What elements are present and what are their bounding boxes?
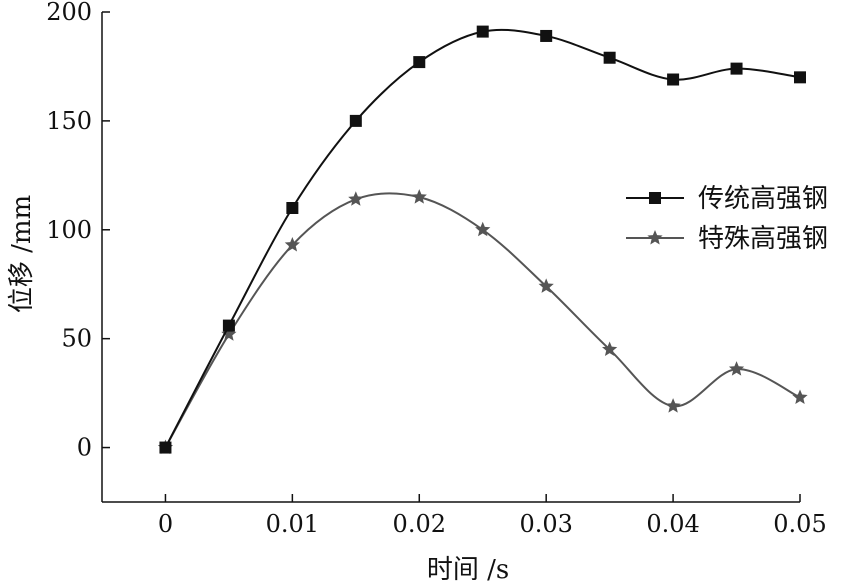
data-point: [159, 441, 172, 454]
x-tick-label: 0.03: [519, 510, 572, 538]
x-axis-label: 时间 /s: [427, 555, 509, 585]
series-0: [159, 25, 806, 454]
data-point: [411, 189, 427, 204]
data-point: [603, 51, 616, 64]
data-point: [349, 114, 362, 127]
y-tick-label: 100: [46, 216, 92, 244]
data-point: [222, 319, 235, 332]
data-point: [413, 56, 426, 69]
legend-label: 特殊高强钢: [698, 224, 828, 254]
data-point: [792, 389, 808, 404]
y-tick-label: 200: [46, 0, 92, 26]
x-tick-label: 0.05: [773, 510, 826, 538]
legend-item: 传统高强钢: [626, 184, 828, 214]
data-point: [728, 361, 745, 376]
data-point: [286, 202, 299, 214]
data-point: [476, 25, 489, 38]
axes: 0 50 100 150 200 0 0.01 0.02 0.03 0.04 0.05: [46, 0, 827, 538]
data-point: [602, 341, 618, 357]
y-tick-label: 50: [61, 325, 92, 353]
data-point: [730, 62, 743, 75]
x-tick-label: 0.04: [646, 510, 699, 538]
data-point: [538, 278, 554, 293]
data-point: [667, 73, 680, 86]
series-line: [164, 28, 801, 449]
data-point: [221, 326, 237, 341]
data-point: [284, 237, 300, 252]
legend-marker: [649, 192, 661, 204]
series-layer: [157, 25, 808, 455]
x-tick-label: 0.02: [393, 510, 446, 538]
legend-label: 传统高强钢: [698, 184, 828, 214]
y-axis-label: 位移 /mm: [7, 195, 37, 313]
data-point: [475, 221, 491, 237]
y-tick-label: 0: [77, 434, 92, 462]
data-point: [794, 71, 806, 84]
legend-item: 特殊高强钢: [626, 224, 828, 254]
x-tick-label: 0: [158, 510, 173, 538]
legend-marker: [647, 230, 663, 245]
data-point: [665, 398, 681, 413]
y-tick-label: 150: [46, 107, 92, 135]
data-point: [540, 29, 553, 42]
x-tick-label: 0.01: [266, 510, 319, 538]
data-point: [348, 191, 364, 206]
series-1: [157, 189, 808, 455]
